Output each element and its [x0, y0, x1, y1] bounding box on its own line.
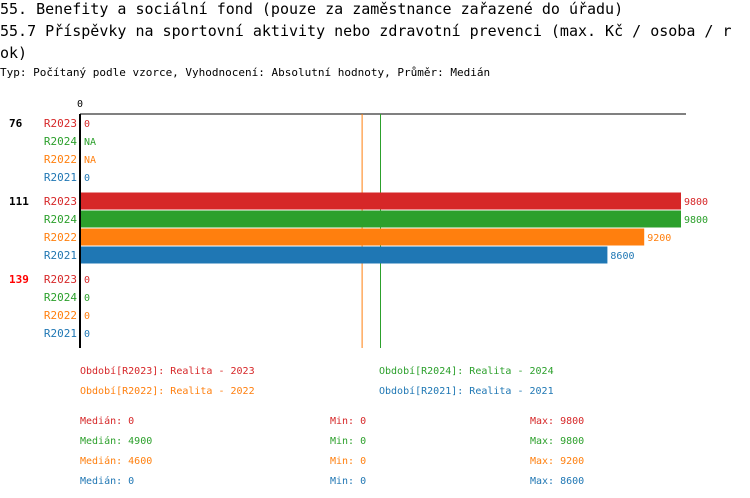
value-label: NA: [84, 137, 96, 148]
series-label: R2023: [44, 117, 77, 130]
stat-min: Min: 0: [330, 416, 366, 427]
value-label: 0: [84, 275, 90, 286]
value-label: 0: [84, 293, 90, 304]
legend-item: Období[R2024]: Realita - 2024: [379, 365, 554, 377]
stat-min: Min: 0: [330, 436, 366, 447]
chart-subtitle: 55.7 Příspěvky na sportovní aktivity neb…: [0, 22, 732, 62]
series-label: R2022: [44, 231, 77, 244]
group-label: 139: [9, 273, 29, 286]
stat-max: Max: 9200: [530, 456, 584, 467]
value-label: 9800: [684, 197, 708, 208]
group-label: 111: [9, 195, 29, 208]
series-label: R2024: [44, 291, 77, 304]
stat-min: Min: 0: [330, 456, 366, 467]
group-label: 76: [9, 117, 23, 130]
type-line: Typ: Počítaný podle vzorce, Vyhodnocení:…: [0, 66, 491, 79]
value-label: 9800: [684, 215, 708, 226]
legend-item: Období[R2023]: Realita - 2023: [80, 365, 255, 377]
series-label: R2023: [44, 195, 77, 208]
stat-max: Max: 9800: [530, 416, 584, 427]
bar-R2022: [80, 228, 645, 246]
value-label: 0: [84, 329, 90, 340]
value-label: 8600: [610, 251, 634, 262]
stat-max: Max: 8600: [530, 476, 584, 487]
stat-median: Medián: 0: [80, 415, 134, 427]
series-label: R2021: [44, 249, 77, 262]
value-label: 0: [84, 311, 90, 322]
stat-median: Medián: 4900: [80, 435, 152, 447]
series-label: R2021: [44, 171, 77, 184]
series-label: R2021: [44, 327, 77, 340]
legend-item: Období[R2022]: Realita - 2022: [80, 385, 255, 397]
bar-R2023: [80, 192, 681, 210]
chart-title: 55. Benefity a sociální fond (pouze za z…: [0, 0, 624, 18]
value-label: 0: [84, 119, 90, 130]
series-label: R2022: [44, 309, 77, 322]
bar-R2021: [80, 246, 608, 264]
legend-item: Období[R2021]: Realita - 2021: [379, 385, 554, 397]
series-label: R2023: [44, 273, 77, 286]
x-tick-label: 0: [77, 99, 83, 110]
series-label: R2024: [44, 135, 77, 148]
value-label: 9200: [647, 233, 671, 244]
stat-median: Medián: 4600: [80, 455, 152, 467]
value-label: 0: [84, 173, 90, 184]
series-label: R2024: [44, 213, 77, 226]
stat-median: Medián: 0: [80, 475, 134, 487]
bar-R2024: [80, 210, 681, 228]
stat-max: Max: 9800: [530, 436, 584, 447]
series-label: R2022: [44, 153, 77, 166]
value-label: NA: [84, 155, 96, 166]
stat-min: Min: 0: [330, 476, 366, 487]
